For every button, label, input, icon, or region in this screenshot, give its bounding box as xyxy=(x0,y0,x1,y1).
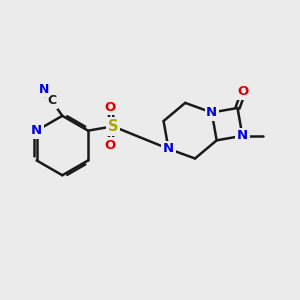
Text: C: C xyxy=(47,94,56,107)
Text: O: O xyxy=(104,139,115,152)
Text: O: O xyxy=(238,85,249,98)
Text: O: O xyxy=(104,101,115,114)
Text: N: N xyxy=(163,142,174,155)
Text: N: N xyxy=(31,124,42,137)
Text: N: N xyxy=(38,82,49,95)
Text: N: N xyxy=(237,129,248,142)
Text: S: S xyxy=(108,119,118,134)
Text: N: N xyxy=(206,106,217,119)
